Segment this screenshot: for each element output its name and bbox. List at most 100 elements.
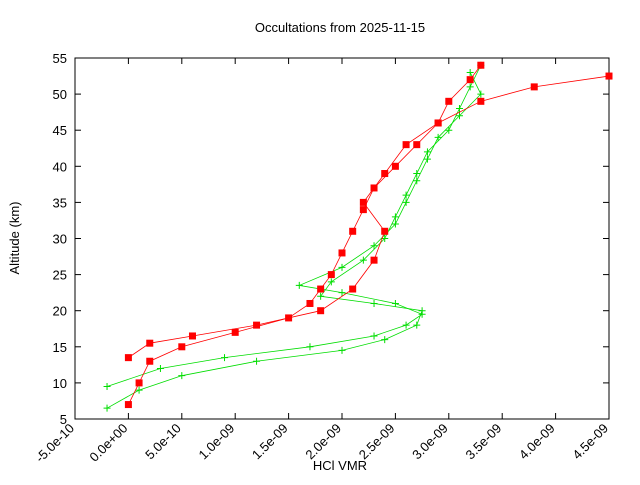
square-marker <box>124 401 132 409</box>
plus-marker <box>327 278 335 286</box>
square-marker <box>338 249 346 257</box>
y-tick-label: 50 <box>53 87 67 102</box>
plus-marker <box>455 105 463 113</box>
square-marker <box>135 379 143 387</box>
square-marker <box>349 285 357 293</box>
square-marker <box>370 256 378 264</box>
x-tick-label: 4.0e-09 <box>516 421 558 463</box>
plus-marker <box>370 242 378 250</box>
plus-marker <box>413 321 421 329</box>
square-marker <box>146 339 154 347</box>
square-marker <box>605 72 613 80</box>
square-marker <box>413 141 421 149</box>
square-marker <box>445 97 453 105</box>
x-tick-label: 3.5e-09 <box>463 421 505 463</box>
square-marker <box>124 354 132 362</box>
y-tick-label: 40 <box>53 159 67 174</box>
plus-marker <box>402 198 410 206</box>
square-marker <box>391 162 399 170</box>
plus-marker <box>381 336 389 344</box>
plus-marker <box>338 263 346 271</box>
x-tick-label: 4.5e-09 <box>569 421 611 463</box>
profile-line <box>106 72 482 387</box>
plus-marker <box>370 299 378 307</box>
plus-marker <box>402 191 410 199</box>
plus-marker <box>221 354 229 362</box>
y-tick-label: 15 <box>53 340 67 355</box>
y-axis-label: Altitude (km) <box>7 202 22 275</box>
square-marker <box>381 227 389 235</box>
plus-marker <box>156 364 164 372</box>
square-marker <box>530 83 538 91</box>
x-tick-label: 0.0e+00 <box>86 421 130 465</box>
y-tick-label: 25 <box>53 268 67 283</box>
square-marker <box>317 285 325 293</box>
plus-marker <box>338 289 346 297</box>
y-tick-label: 35 <box>53 195 67 210</box>
square-marker <box>434 119 442 127</box>
square-marker <box>188 332 196 340</box>
plot-frame <box>74 57 610 420</box>
plus-marker <box>370 332 378 340</box>
square-marker <box>349 227 357 235</box>
plus-marker <box>317 292 325 300</box>
square-marker <box>317 307 325 315</box>
x-tick-label: 1.5e-09 <box>249 421 291 463</box>
plus-marker <box>103 404 111 412</box>
square-marker <box>477 97 485 105</box>
square-marker <box>466 76 474 84</box>
y-tick-label: 55 <box>53 51 67 66</box>
plus-marker <box>178 372 186 380</box>
x-tick-label: -5.0e-10 <box>32 421 77 466</box>
plus-marker <box>423 148 431 156</box>
profile-line <box>128 75 610 358</box>
plus-marker <box>306 343 314 351</box>
x-tick-label: 1.0e-09 <box>196 421 238 463</box>
square-marker <box>381 170 389 178</box>
x-tick-label: 3.0e-09 <box>409 421 451 463</box>
square-marker <box>477 61 485 69</box>
plus-marker <box>418 310 426 318</box>
plus-marker <box>359 256 367 264</box>
plus-marker <box>103 383 111 391</box>
plus-marker <box>135 386 143 394</box>
square-marker <box>231 328 239 336</box>
plus-marker <box>391 213 399 221</box>
y-tick-label: 5 <box>60 412 67 427</box>
profile-line <box>106 65 482 409</box>
chart-title: Occultations from 2025-11-15 <box>255 20 425 35</box>
square-marker <box>178 343 186 351</box>
y-tick-label: 30 <box>53 232 67 247</box>
plus-marker <box>466 83 474 91</box>
x-tick-label: 2.5e-09 <box>356 421 398 463</box>
plus-marker <box>391 299 399 307</box>
x-tick-label: 5.0e-10 <box>142 421 184 463</box>
plus-marker <box>423 155 431 163</box>
plus-marker <box>391 220 399 228</box>
square-marker <box>359 206 367 214</box>
square-marker <box>146 357 154 365</box>
square-marker <box>306 299 314 307</box>
plus-marker <box>445 126 453 134</box>
square-marker <box>327 271 335 279</box>
plus-marker <box>295 281 303 289</box>
plus-marker <box>413 177 421 185</box>
plus-marker <box>253 357 261 365</box>
x-axis-label: HCl VMR <box>313 458 367 473</box>
x-tick-label: 2.0e-09 <box>302 421 344 463</box>
plus-marker <box>434 133 442 141</box>
y-tick-label: 20 <box>53 304 67 319</box>
square-marker <box>359 198 367 206</box>
plus-marker <box>413 170 421 178</box>
plus-marker <box>466 68 474 76</box>
profile-line <box>128 64 482 405</box>
plus-marker <box>455 112 463 120</box>
plus-marker <box>477 90 485 98</box>
plus-marker <box>402 321 410 329</box>
y-tick-label: 45 <box>53 123 67 138</box>
square-marker <box>253 321 261 329</box>
square-marker <box>402 141 410 149</box>
y-tick-label: 10 <box>53 376 67 391</box>
plus-marker <box>338 346 346 354</box>
